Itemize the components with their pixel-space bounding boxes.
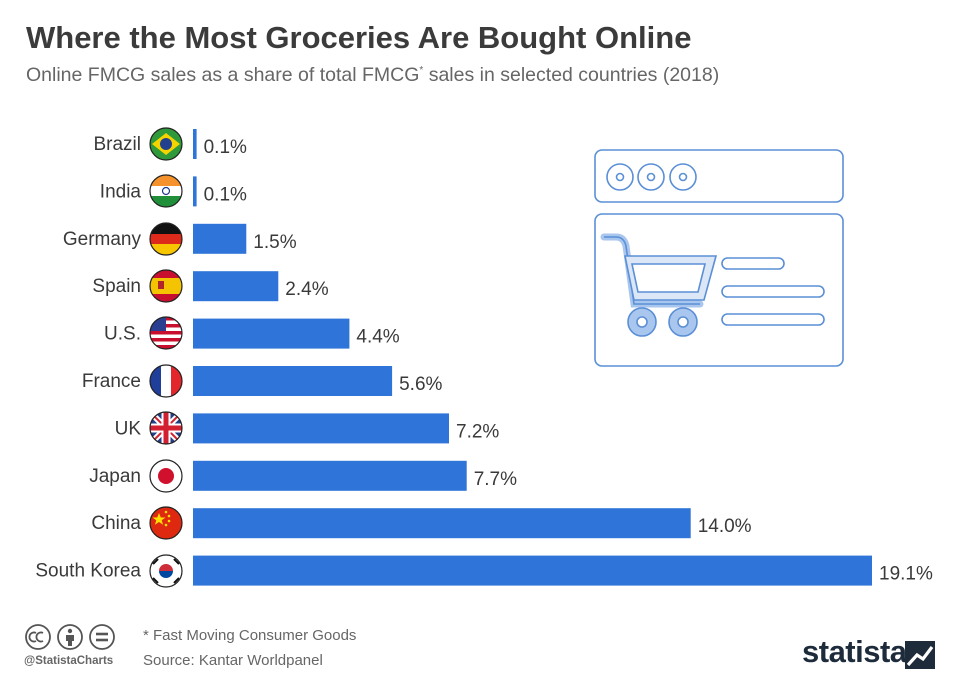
brazil-flag-icon [149, 127, 183, 161]
value-label: 2.4% [285, 279, 328, 300]
chart-subtitle: Online FMCG sales as a share of total FM… [26, 64, 719, 87]
bar-germany[interactable] [193, 223, 247, 254]
value-label: 0.1% [204, 184, 247, 205]
source-note: Source: Kantar Worldpanel [143, 652, 323, 669]
bar-brazil[interactable] [193, 129, 197, 159]
chart-title: Where the Most Groceries Are Bought Onli… [26, 20, 692, 55]
value-label: 14.0% [698, 516, 752, 537]
bar-uk[interactable] [193, 413, 449, 444]
category-label: India [100, 181, 142, 202]
category-label: Spain [92, 276, 141, 297]
bars: Brazil 0.1% India 0.1% Germany 1.5% Spain 2.4% U… [35, 129, 933, 586]
category-label: South Korea [35, 561, 141, 582]
statista-logo[interactable]: statista [802, 634, 907, 669]
subtitle-text: Online FMCG sales as a share of total FM… [26, 64, 420, 86]
cc-icon [25, 624, 51, 650]
value-label: 7.2% [456, 421, 499, 442]
value-label: 0.1% [204, 137, 247, 158]
us-flag-icon [149, 316, 183, 350]
category-label: Germany [63, 229, 142, 250]
japan-flag-icon [149, 459, 183, 493]
spain-flag-icon [149, 269, 183, 303]
bar-india[interactable] [193, 176, 197, 207]
category-label: France [82, 371, 141, 392]
value-label: 1.5% [253, 232, 296, 253]
statista-logo-mark [905, 641, 935, 669]
no-derivatives-icon [89, 624, 115, 650]
category-label: U.S. [104, 324, 141, 345]
category-label: Japan [89, 466, 141, 487]
attribution-icon [57, 624, 83, 650]
india-flag-icon [149, 174, 183, 208]
bar-u-s[interactable] [193, 318, 350, 349]
shopping-cart-browser-icon [594, 149, 844, 367]
value-label: 19.1% [879, 564, 933, 585]
statista-handle: @StatistaCharts [24, 655, 114, 667]
value-label: 7.7% [474, 469, 517, 490]
value-label: 5.6% [399, 374, 442, 395]
subtitle-footnote-mark: * [419, 65, 424, 76]
bar-france[interactable] [193, 366, 393, 396]
value-label: 4.4% [356, 327, 399, 348]
category-label: UK [115, 418, 142, 439]
bar-chart: Brazil 0.1% India 0.1% Germany 1.5% Spain 2.4% U… [35, 127, 933, 588]
china-flag-icon [149, 506, 183, 540]
south-korea-flag-icon [149, 554, 183, 588]
category-label: China [91, 513, 141, 534]
footnote: * Fast Moving Consumer Goods [143, 627, 357, 644]
subtitle-text-after: sales in selected countries (2018) [423, 64, 720, 86]
bar-japan[interactable] [193, 460, 467, 491]
license-icons [25, 624, 115, 650]
bar-spain[interactable] [193, 271, 279, 302]
germany-flag-icon [149, 222, 183, 256]
bar-china[interactable] [193, 508, 691, 539]
category-label: Brazil [93, 134, 141, 155]
bar-south-korea[interactable] [193, 555, 872, 586]
france-flag-icon [149, 364, 183, 398]
uk-flag-icon [149, 411, 183, 445]
